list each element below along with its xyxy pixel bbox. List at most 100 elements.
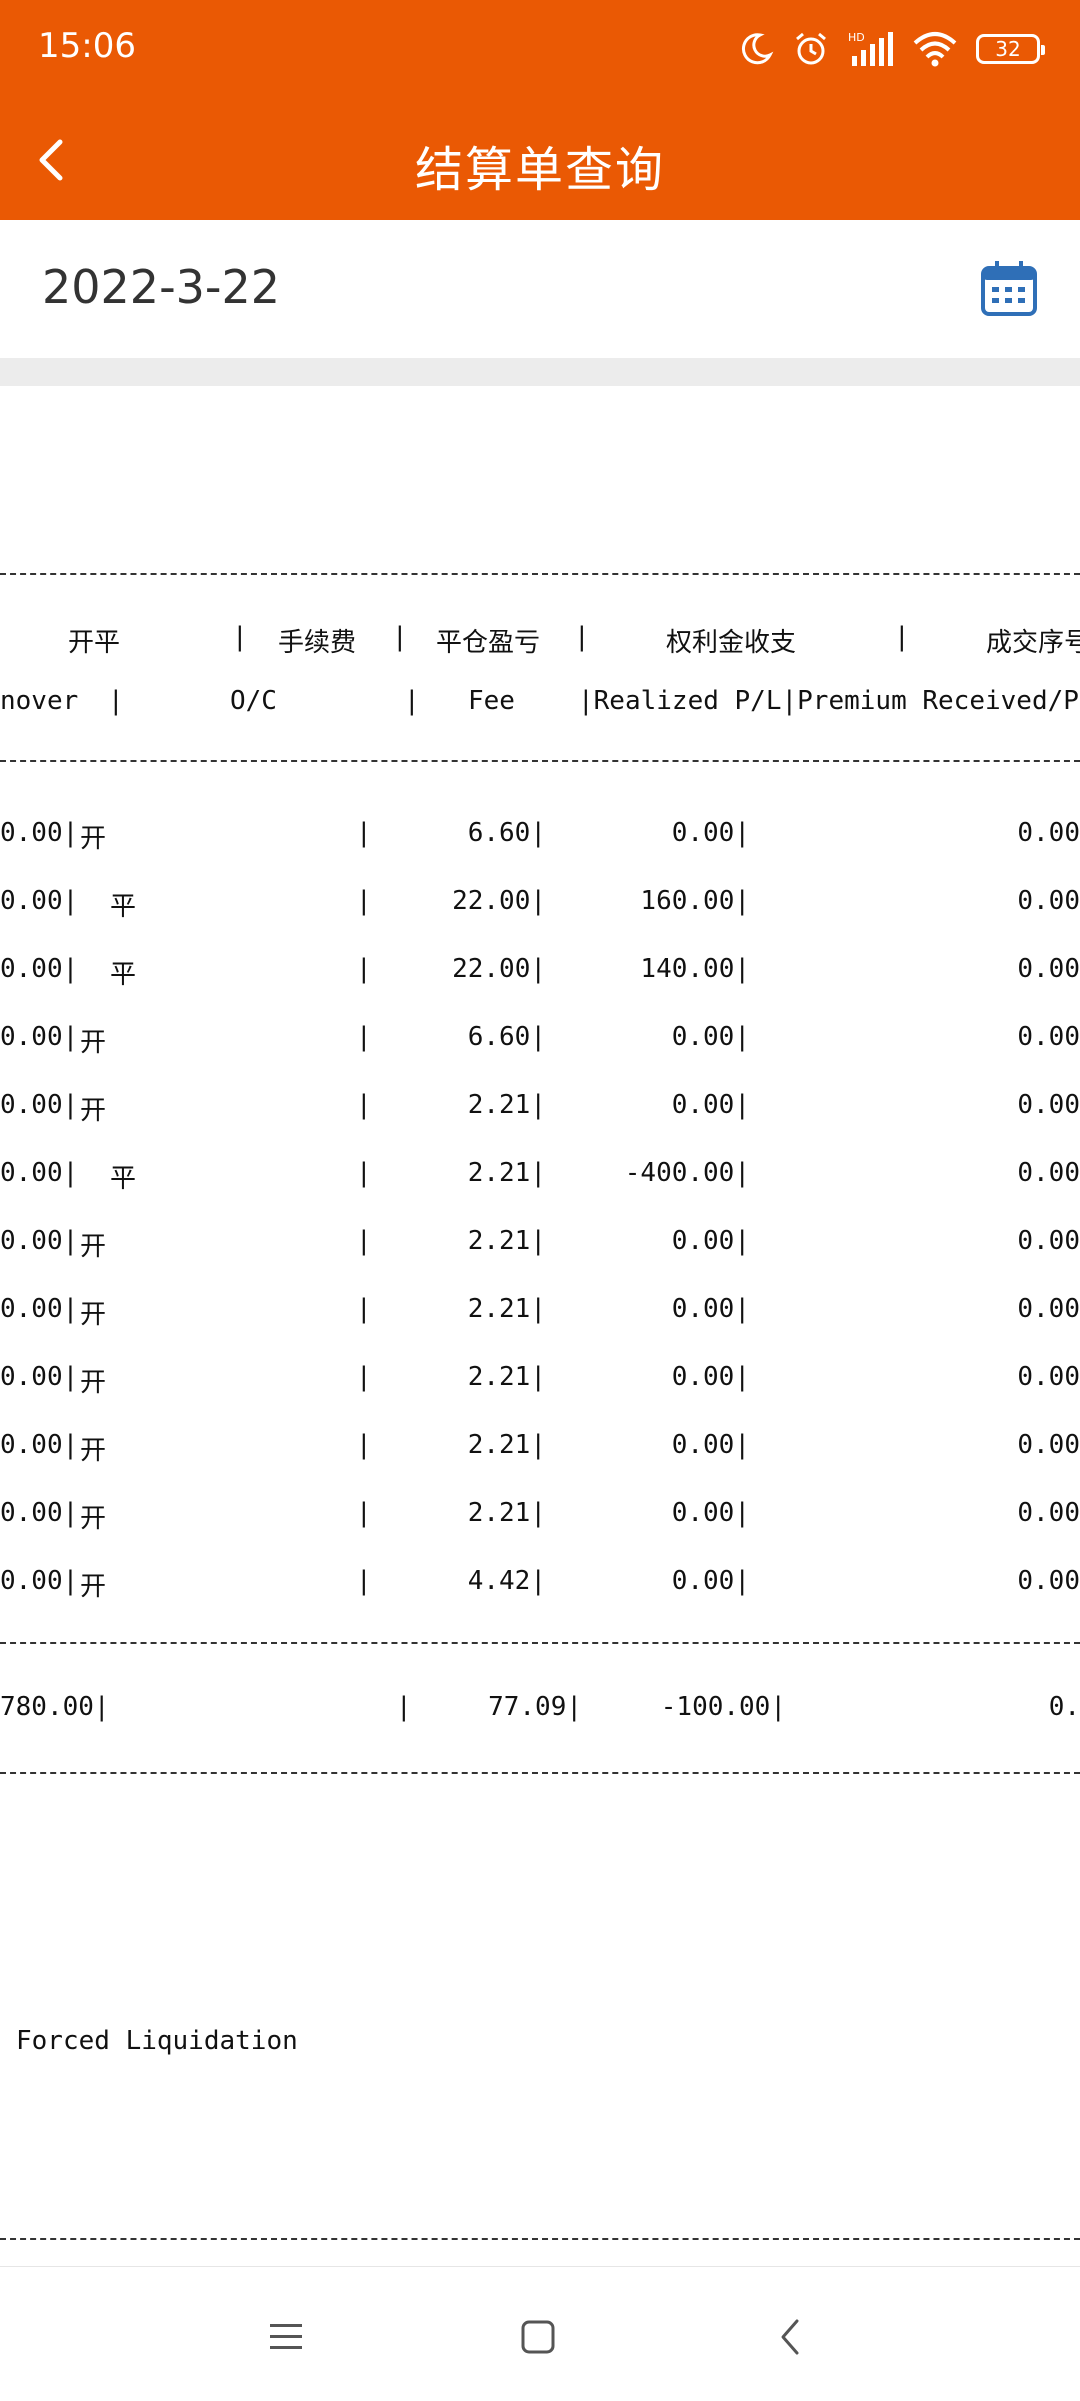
row-oc: 开 <box>80 1300 107 1330</box>
dashed-separator <box>0 760 1080 762</box>
row-premium: 0.00 <box>1017 1566 1080 1596</box>
header-pl-cn: 平仓盈亏 <box>436 628 541 658</box>
header-sep: | <box>232 622 248 652</box>
status-bar: 15:06 HD 32 <box>0 0 1080 100</box>
row-sep: | <box>356 1566 372 1596</box>
header-oc-cn: 开平 <box>68 628 121 658</box>
row-turnover: 0.00| <box>0 1158 79 1188</box>
row-sep: | <box>356 1294 372 1324</box>
header-sep: | <box>404 686 420 716</box>
row-fee: 6.60| <box>467 1022 546 1052</box>
total-turnover: 780.00| <box>0 1692 110 1722</box>
row-oc: 开 <box>80 1572 107 1602</box>
row-sep: | <box>356 1362 372 1392</box>
row-premium: 0.00 <box>1017 886 1080 916</box>
menu-button[interactable] <box>256 2307 316 2367</box>
row-realized-pl: 0.00| <box>671 1430 750 1460</box>
section-divider <box>0 358 1080 386</box>
row-fee: 4.42| <box>467 1566 546 1596</box>
row-realized-pl: 0.00| <box>671 1090 750 1120</box>
total-premium: 0. <box>1048 1692 1080 1722</box>
row-premium: 0.00 <box>1017 1498 1080 1528</box>
row-sep: | <box>356 954 372 984</box>
date-value[interactable]: 2022-3-22 <box>42 260 281 314</box>
row-oc: 开 <box>80 824 107 854</box>
row-realized-pl: 0.00| <box>671 1362 750 1392</box>
row-fee: 22.00| <box>452 886 546 916</box>
row-premium: 0.00 <box>1017 818 1080 848</box>
home-square-icon <box>521 2320 555 2354</box>
row-premium: 0.00 <box>1017 1430 1080 1460</box>
dashed-separator <box>0 2238 1080 2240</box>
header-sep: | <box>392 622 408 652</box>
row-premium: 0.00 <box>1017 1362 1080 1392</box>
header-premium-cn: 权利金收支 <box>666 628 797 658</box>
wifi-icon <box>913 32 957 67</box>
home-button[interactable] <box>508 2307 568 2367</box>
hd-signal-icon: HD <box>848 31 893 66</box>
calendar-button[interactable] <box>978 258 1040 320</box>
dashed-separator <box>0 573 1080 575</box>
back-button[interactable] <box>20 128 84 192</box>
row-sep: | <box>356 1090 372 1120</box>
status-time: 15:06 <box>38 26 136 66</box>
header-oc-en: O/C <box>230 686 277 716</box>
row-fee: 6.60| <box>467 818 546 848</box>
back-triangle-icon <box>781 2319 799 2355</box>
total-pl: -100.00| <box>660 1692 786 1722</box>
row-oc: 开 <box>80 1232 107 1262</box>
row-oc: 开 <box>80 1028 107 1058</box>
row-turnover: 0.00| <box>0 1362 79 1392</box>
settlement-report[interactable]: 开平 | 手续费 | 平仓盈亏 | 权利金收支 | 成交序号 nover | O… <box>0 386 1080 2266</box>
alarm-icon <box>796 32 826 65</box>
row-premium: 0.00 <box>1017 1158 1080 1188</box>
row-fee: 2.21| <box>467 1498 546 1528</box>
row-turnover: 0.00| <box>0 818 79 848</box>
total-sep: | <box>396 1692 412 1722</box>
row-turnover: 0.00| <box>0 1566 79 1596</box>
header-sep: | <box>574 622 590 652</box>
row-fee: 2.21| <box>467 1226 546 1256</box>
header-pl-premium-en: |Realized P/L|Premium Received/P <box>578 686 1079 716</box>
header-bar: 结算单查询 <box>0 100 1080 220</box>
chevron-left-icon <box>39 139 63 181</box>
calendar-icon <box>981 261 1037 316</box>
nav-back-button[interactable] <box>760 2307 820 2367</box>
header-turnover-en: nover <box>0 686 79 716</box>
dashed-separator <box>0 1642 1080 1644</box>
svg-text:HD: HD <box>848 31 865 44</box>
row-turnover: 0.00| <box>0 1498 79 1528</box>
row-sep: | <box>356 1498 372 1528</box>
row-oc: 平 <box>110 960 137 990</box>
row-oc: 开 <box>80 1504 107 1534</box>
row-realized-pl: 140.00| <box>640 954 750 984</box>
row-sep: | <box>356 1430 372 1460</box>
row-realized-pl: -400.00| <box>624 1158 750 1188</box>
row-turnover: 0.00| <box>0 1294 79 1324</box>
row-fee: 2.21| <box>467 1158 546 1188</box>
status-icons: HD 32 <box>738 24 1045 74</box>
forced-liquidation-note: Forced Liquidation <box>16 2026 298 2056</box>
row-realized-pl: 0.00| <box>671 1566 750 1596</box>
row-oc: 开 <box>80 1436 107 1466</box>
row-oc: 开 <box>80 1096 107 1126</box>
row-premium: 0.00 <box>1017 1090 1080 1120</box>
total-fee: 77.09| <box>488 1692 582 1722</box>
row-realized-pl: 0.00| <box>671 1498 750 1528</box>
row-fee: 2.21| <box>467 1430 546 1460</box>
menu-icon <box>270 2324 302 2349</box>
header-fee-en: Fee <box>468 686 515 716</box>
row-sep: | <box>356 1022 372 1052</box>
row-fee: 2.21| <box>467 1090 546 1120</box>
row-realized-pl: 0.00| <box>671 1226 750 1256</box>
row-realized-pl: 0.00| <box>671 1294 750 1324</box>
row-realized-pl: 0.00| <box>671 1022 750 1052</box>
row-turnover: 0.00| <box>0 886 79 916</box>
header-trade-no-cn: 成交序号 <box>986 628 1080 658</box>
page-title: 结算单查询 <box>414 142 665 198</box>
row-oc: 平 <box>110 892 137 922</box>
row-sep: | <box>356 1226 372 1256</box>
date-bar: 2022-3-22 <box>0 220 1080 358</box>
row-fee: 2.21| <box>467 1362 546 1392</box>
row-premium: 0.00 <box>1017 954 1080 984</box>
